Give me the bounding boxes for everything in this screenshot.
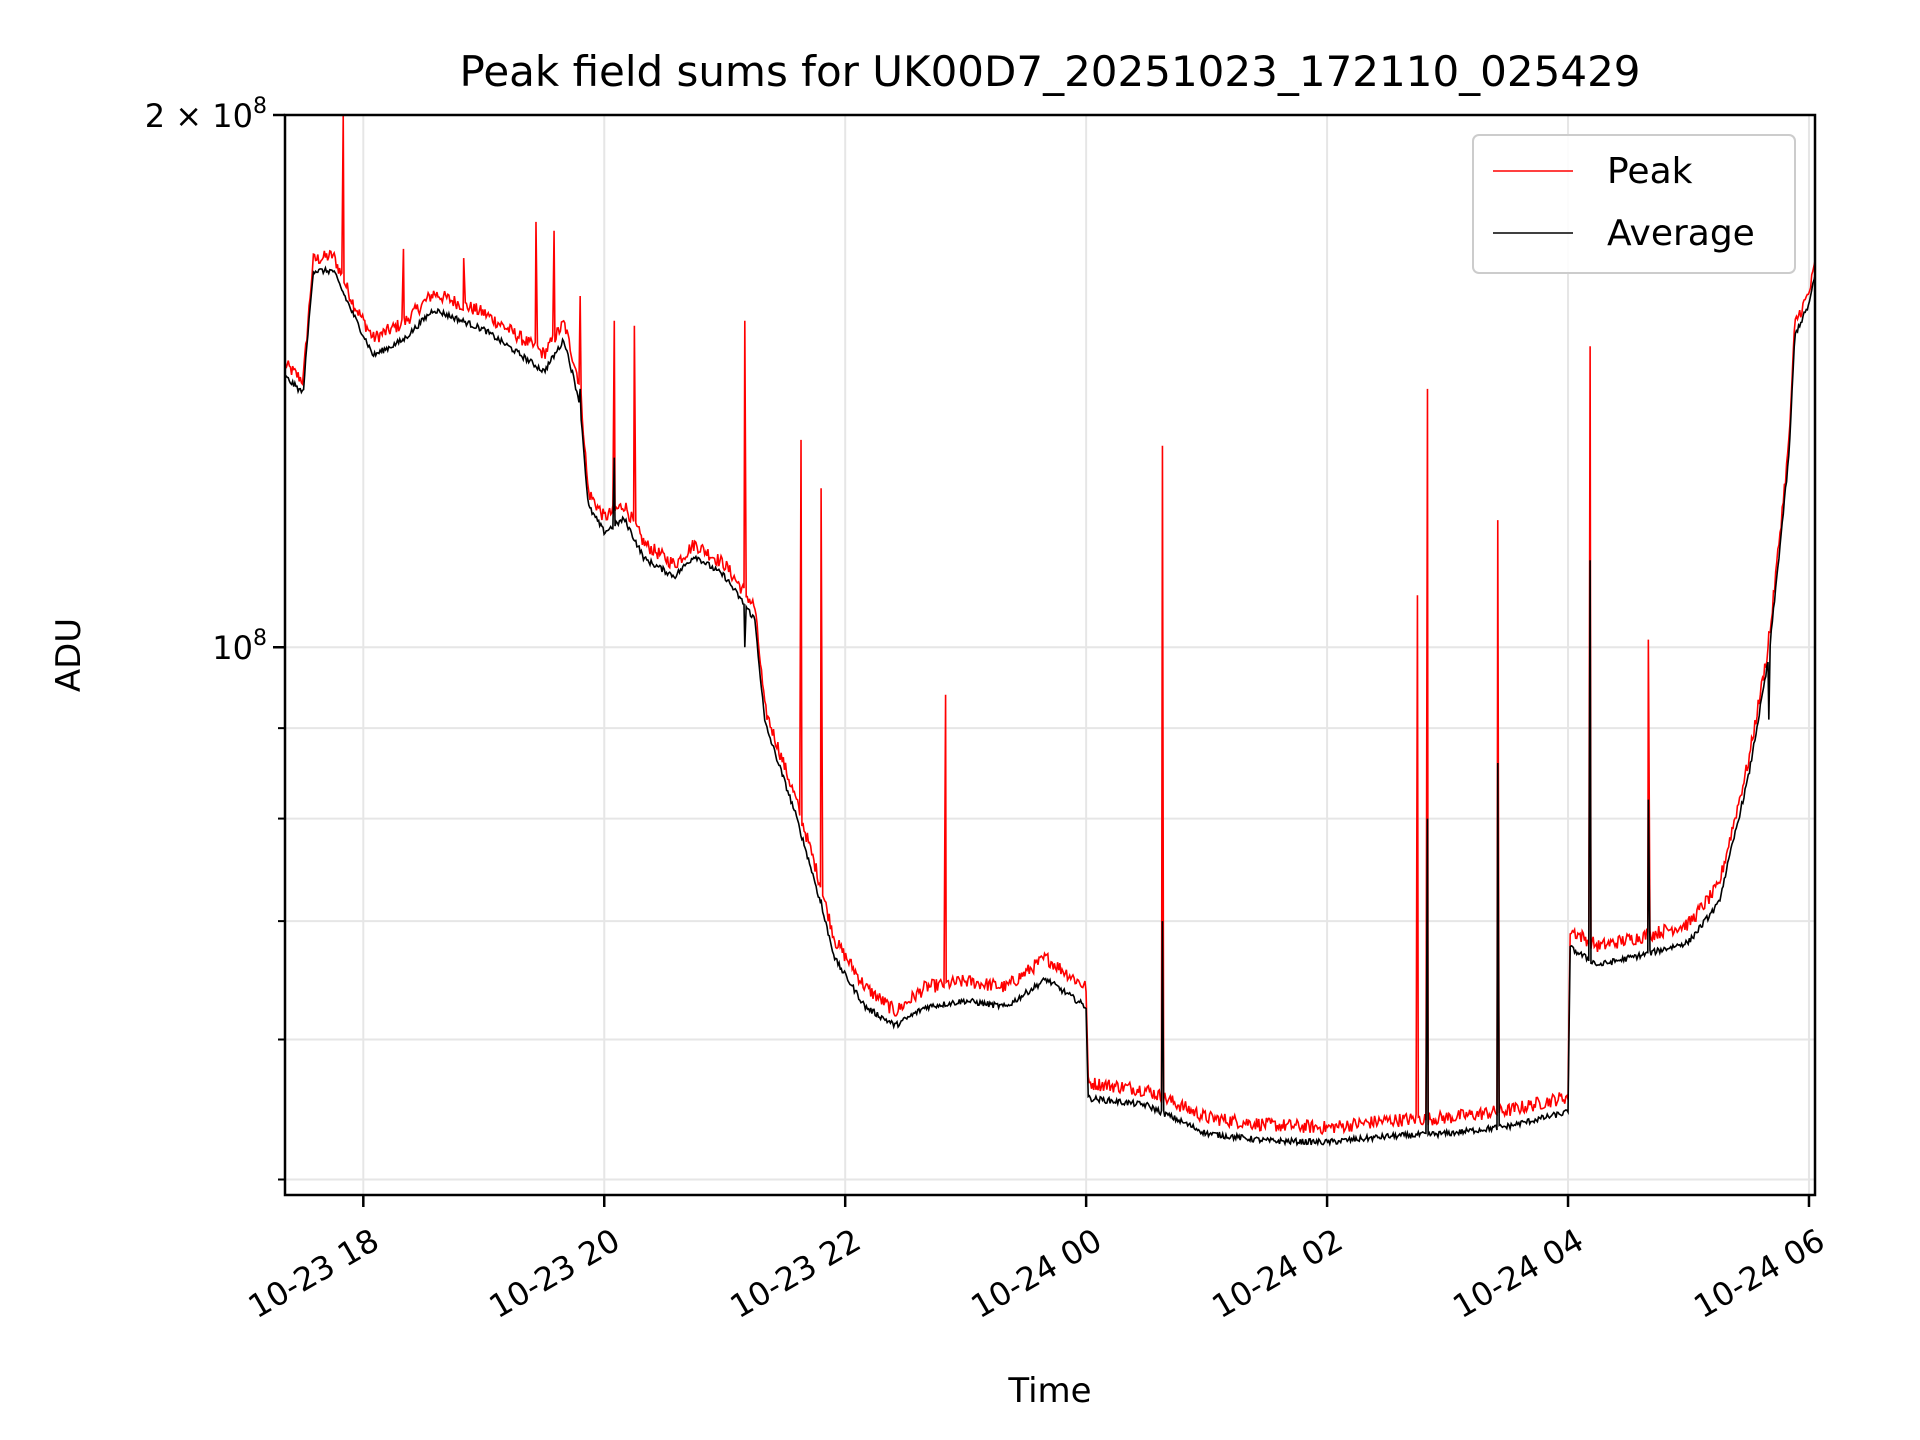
series-line-average xyxy=(285,265,1815,1148)
chart-title: Peak field sums for UK00D7_20251023_1721… xyxy=(459,47,1640,96)
y-tick-label: 2 × 108 xyxy=(145,94,267,135)
x-axis: 10-23 18 10-23 20 10-23 22 10-24 00 10-24 02… xyxy=(242,1195,1831,1326)
x-tick-label: 10-24 06 xyxy=(1687,1221,1831,1326)
x-tick-label: 10-23 20 xyxy=(483,1221,627,1326)
x-axis-label: Time xyxy=(1007,1371,1091,1411)
legend-label-peak: Peak xyxy=(1607,151,1693,192)
x-tick-label: 10-24 02 xyxy=(1205,1221,1349,1326)
x-tick-label: 10-24 00 xyxy=(965,1221,1109,1326)
y-tick-label: 108 xyxy=(212,626,267,667)
axes-frame xyxy=(283,113,1817,1197)
legend: Peak Average xyxy=(1472,134,1796,274)
grid xyxy=(285,114,1815,1195)
y-axis: 108 2 × 108 xyxy=(145,94,285,1181)
x-tick-label: 10-23 22 xyxy=(724,1221,868,1326)
x-tick-label: 10-24 04 xyxy=(1446,1221,1590,1326)
legend-box xyxy=(1472,134,1796,274)
x-tick-label: 10-23 18 xyxy=(242,1221,386,1326)
legend-label-average: Average xyxy=(1607,213,1755,254)
plot-area xyxy=(285,115,1815,1148)
y-axis-label: ADU xyxy=(49,618,89,692)
series-line-peak xyxy=(285,115,1815,1136)
